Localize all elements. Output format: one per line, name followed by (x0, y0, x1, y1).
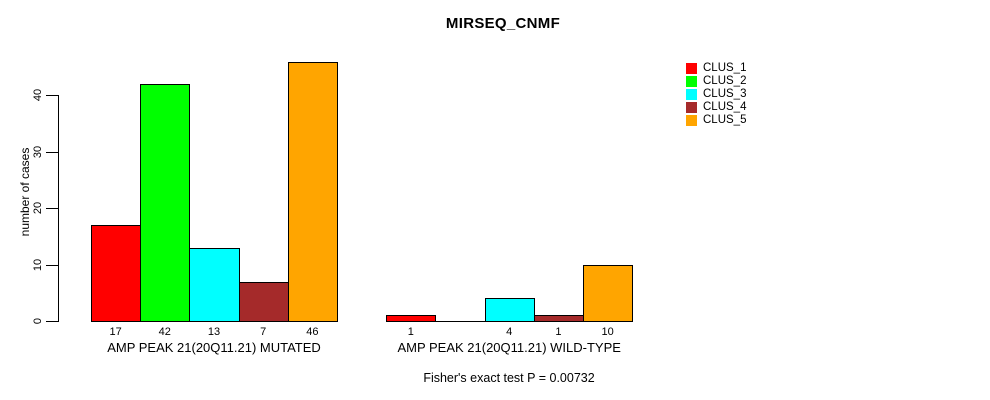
legend-swatch (686, 63, 697, 74)
bar-value-label: 42 (158, 326, 171, 338)
y-tick-label: 20 (32, 201, 44, 215)
bar (533, 315, 584, 322)
bar (91, 225, 142, 322)
bar (238, 281, 289, 322)
bar-value-label: 1 (555, 326, 562, 338)
y-axis-line (58, 95, 59, 322)
bar-value-label: 46 (306, 326, 319, 338)
legend-label: CLUS_2 (703, 75, 747, 87)
legend-row: CLUS_4 (686, 101, 746, 114)
legend-swatch (686, 89, 697, 100)
y-axis-label: number of cases (18, 147, 32, 237)
y-tick-mark (46, 152, 58, 153)
bar-value-label: 10 (601, 326, 614, 338)
bar-value-label: 1 (407, 326, 414, 338)
x-group-label: AMP PEAK 21(20Q11.21) MUTATED (107, 340, 321, 355)
bar (484, 298, 535, 322)
legend-row: CLUS_1 (686, 62, 746, 75)
bar (140, 84, 191, 322)
legend-label: CLUS_5 (703, 114, 747, 126)
chart-title: MIRSEQ_CNMF (445, 15, 561, 32)
bar-value-label: 13 (207, 326, 221, 338)
bar-value-label: 7 (260, 326, 267, 338)
bar-zero-baseline (435, 321, 486, 322)
bar-value-label: 4 (506, 326, 513, 338)
legend-swatch (686, 76, 697, 87)
caption: Fisher's exact test P = 0.00732 (423, 371, 595, 385)
legend-label: CLUS_3 (703, 88, 747, 100)
bar-value-label: 17 (109, 326, 122, 338)
legend-swatch (686, 102, 697, 113)
legend-row: CLUS_2 (686, 75, 746, 88)
bar (189, 247, 240, 322)
x-group-label: AMP PEAK 21(20Q11.21) WILD-TYPE (397, 340, 621, 355)
y-tick-mark (46, 208, 58, 209)
y-tick-mark (46, 95, 58, 96)
legend-row: CLUS_5 (686, 114, 746, 127)
y-tick-label: 10 (32, 258, 44, 272)
legend-label: CLUS_1 (703, 62, 747, 74)
legend-label: CLUS_4 (703, 101, 747, 113)
legend-swatch (686, 115, 697, 126)
y-tick-mark (46, 321, 58, 322)
y-tick-mark (46, 265, 58, 266)
bar (386, 315, 437, 322)
y-tick-label: 40 (32, 88, 44, 102)
bar (583, 264, 634, 322)
y-tick-label: 30 (32, 145, 44, 159)
y-tick-label: 0 (32, 317, 44, 325)
legend-row: CLUS_3 (686, 88, 746, 101)
legend: CLUS_1 CLUS_2 CLUS_3 CLUS_4 CLUS_5 (686, 62, 746, 127)
bar (287, 61, 338, 322)
